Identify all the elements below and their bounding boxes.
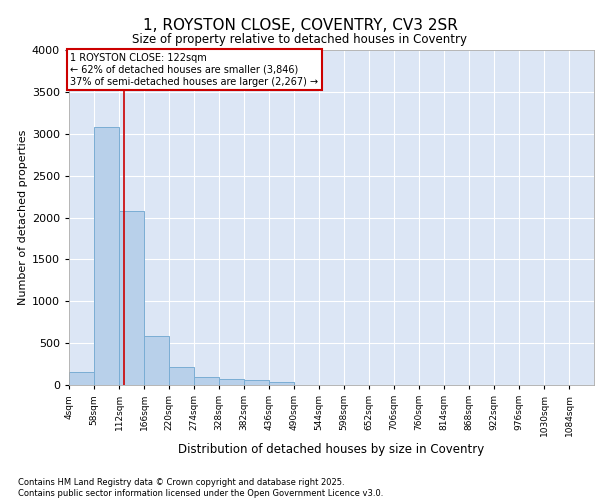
Bar <box>194 378 219 385</box>
Bar <box>269 382 294 385</box>
Bar <box>94 127 119 385</box>
Text: Contains HM Land Registry data © Crown copyright and database right 2025.
Contai: Contains HM Land Registry data © Crown c… <box>18 478 383 498</box>
Bar <box>144 336 169 385</box>
Bar <box>69 372 94 385</box>
Bar <box>219 378 244 385</box>
Y-axis label: Number of detached properties: Number of detached properties <box>17 130 28 305</box>
X-axis label: Distribution of detached houses by size in Coventry: Distribution of detached houses by size … <box>178 443 485 456</box>
Bar <box>244 380 269 385</box>
Text: Size of property relative to detached houses in Coventry: Size of property relative to detached ho… <box>133 32 467 46</box>
Text: 1 ROYSTON CLOSE: 122sqm
← 62% of detached houses are smaller (3,846)
37% of semi: 1 ROYSTON CLOSE: 122sqm ← 62% of detache… <box>70 54 319 86</box>
Text: 1, ROYSTON CLOSE, COVENTRY, CV3 2SR: 1, ROYSTON CLOSE, COVENTRY, CV3 2SR <box>143 18 457 32</box>
Bar <box>169 366 194 385</box>
Bar <box>119 211 144 385</box>
